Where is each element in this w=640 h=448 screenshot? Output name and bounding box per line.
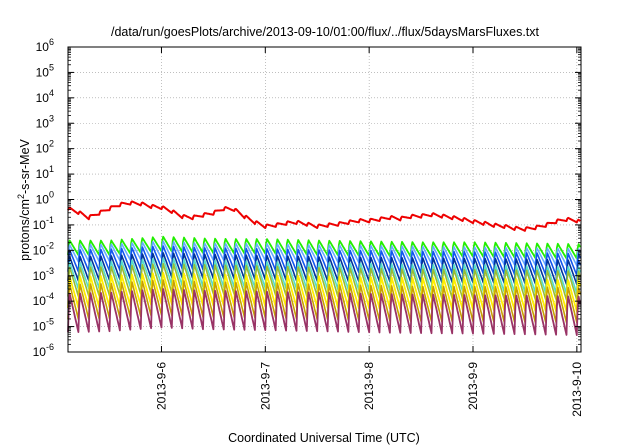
y-tick-label: 10-3 — [33, 266, 54, 283]
y-tick-base: 10 — [33, 294, 47, 308]
y-axis-label-suffix: -s-sr-MeV — [18, 138, 32, 194]
y-tick-labels: 10-610-510-410-310-210-11001011021031041… — [33, 37, 54, 359]
y-tick-base: 10 — [36, 167, 50, 181]
y-axis-label-sup: 2 — [16, 194, 26, 199]
series-line-9 — [67, 288, 582, 336]
y-tick-label: 102 — [36, 139, 54, 156]
y-tick-label: 10-4 — [33, 291, 54, 308]
x-tick-label: 2013-9-9 — [466, 362, 480, 410]
y-tick-label: 100 — [36, 190, 54, 207]
y-tick-base: 10 — [36, 116, 50, 130]
y-tick-base: 10 — [36, 193, 50, 207]
x-tick-label: 2013-9-8 — [362, 362, 376, 410]
y-tick-label: 101 — [36, 164, 54, 181]
y-tick-label: 10-2 — [33, 240, 54, 257]
y-axis-label: protons/cm2-s-sr-MeV — [16, 138, 32, 260]
y-tick-base: 10 — [36, 142, 50, 156]
y-tick-exp: -6 — [46, 342, 54, 352]
y-tick-label: 103 — [36, 113, 54, 130]
y-tick-base: 10 — [36, 65, 50, 79]
y-tick-exp: 6 — [49, 37, 54, 47]
axis-ticks — [68, 46, 581, 353]
y-tick-exp: -1 — [46, 215, 54, 225]
series-line-0 — [67, 200, 581, 232]
series-line-3 — [67, 245, 582, 277]
y-tick-label: 10-1 — [33, 215, 54, 232]
y-tick-base: 10 — [33, 218, 47, 232]
series-line-4 — [67, 252, 582, 286]
y-tick-exp: 0 — [49, 190, 54, 200]
y-tick-exp: 3 — [49, 113, 54, 123]
chart-title: /data/run/goesPlots/archive/2013-09-10/0… — [111, 25, 540, 39]
y-tick-base: 10 — [33, 269, 47, 283]
data-series — [67, 200, 582, 336]
x-tick-label: 2013-9-10 — [570, 362, 584, 417]
y-tick-label: 10-5 — [33, 317, 54, 334]
y-tick-exp: 1 — [49, 164, 54, 174]
series-line-1 — [67, 235, 582, 260]
y-tick-base: 10 — [33, 243, 47, 257]
y-tick-label: 105 — [36, 62, 54, 79]
series-line-7 — [67, 271, 582, 313]
series-line-2 — [67, 240, 582, 267]
x-tick-label: 2013-9-7 — [258, 362, 272, 410]
y-tick-exp: 4 — [49, 88, 54, 98]
x-axis-label: Coordinated Universal Time (UTC) — [228, 431, 420, 445]
y-tick-label: 106 — [36, 37, 54, 54]
y-tick-exp: -5 — [46, 317, 54, 327]
y-tick-exp: -4 — [46, 291, 54, 301]
series-line-8 — [67, 279, 582, 324]
x-tick-label: 2013-9-6 — [154, 362, 168, 410]
y-tick-label: 10-6 — [33, 342, 54, 359]
y-axis-label-prefix: protons/cm — [18, 199, 32, 261]
series-line-6 — [67, 262, 582, 301]
y-tick-exp: 5 — [49, 62, 54, 72]
y-tick-base: 10 — [36, 40, 50, 54]
y-tick-base: 10 — [36, 91, 50, 105]
y-tick-label: 104 — [36, 88, 54, 105]
y-tick-exp: -3 — [46, 266, 54, 276]
x-tick-labels: 2013-9-6 2013-9-7 2013-9-8 2013-9-9 2013-9-1… — [154, 362, 583, 417]
y-tick-exp: -2 — [46, 240, 54, 250]
y-tick-base: 10 — [33, 320, 47, 334]
y-tick-exp: 2 — [49, 139, 54, 149]
y-tick-base: 10 — [33, 345, 47, 359]
